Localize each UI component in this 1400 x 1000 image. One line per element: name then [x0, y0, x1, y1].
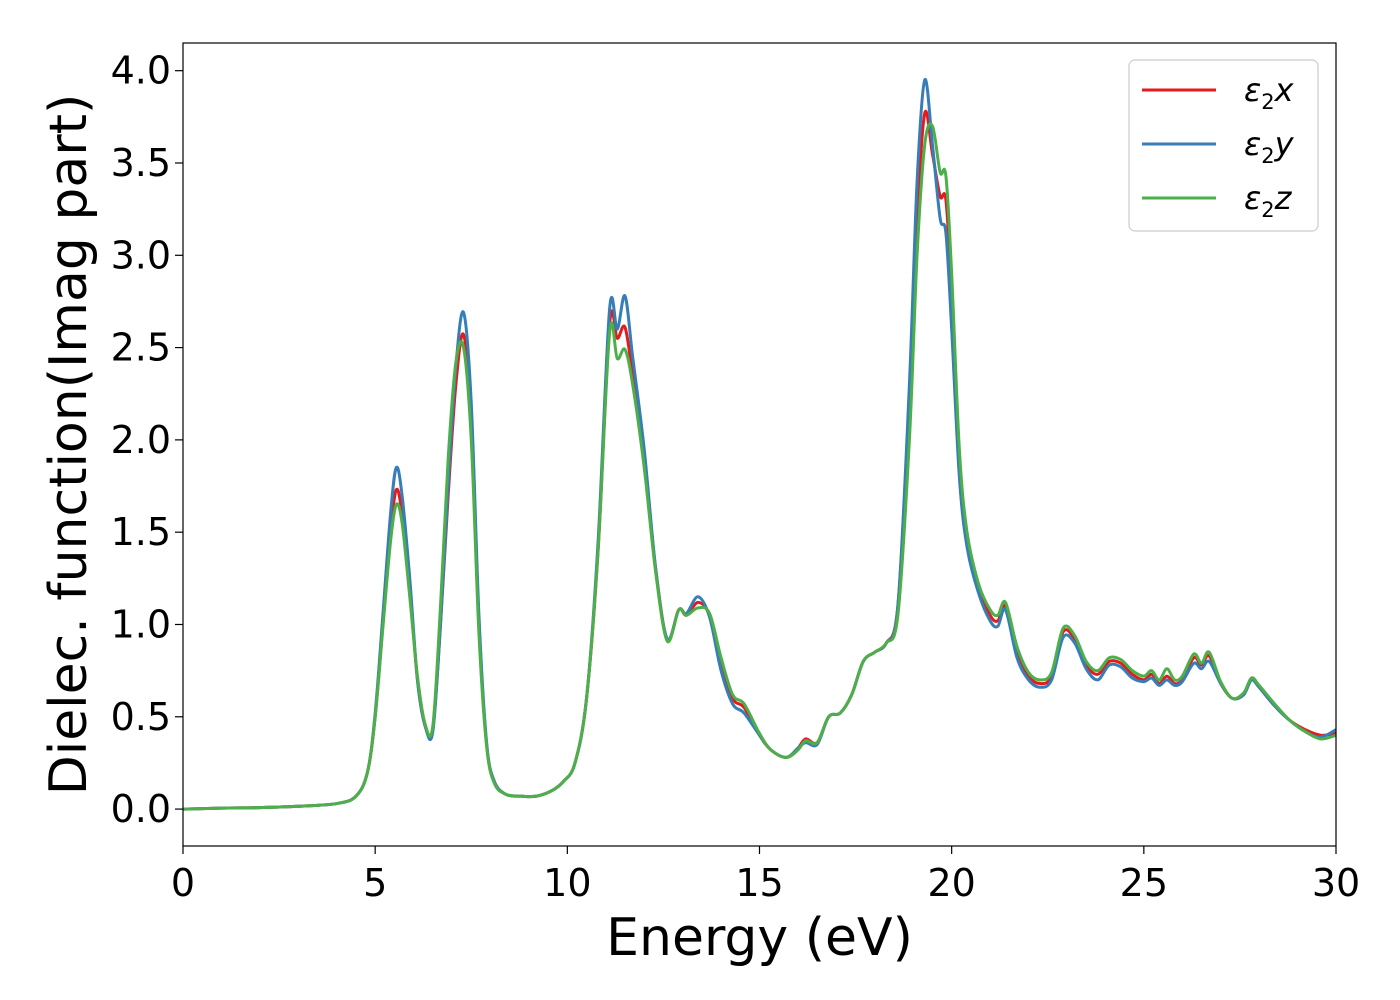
x-tick-label: 30: [1312, 861, 1360, 905]
series-layer: [183, 78, 1336, 811]
y-tick-label: 2.0: [111, 418, 171, 462]
x-tick-label: 10: [543, 861, 591, 905]
y-axis-title: Dielec. function(Imag part): [39, 94, 99, 796]
x-tick-label: 5: [363, 861, 387, 905]
x-tick-label: 25: [1120, 861, 1168, 905]
y-tick-label: 0.5: [111, 695, 171, 739]
series-line-3: [183, 122, 1336, 811]
legend-label-3: ε2z: [1244, 179, 1293, 222]
y-axis: 0.0 0.5 1.0 1.5 2.0 2.5 3.0 3.5 4.0: [111, 49, 183, 831]
legend: ε2x ε2y ε2z: [1128, 59, 1319, 232]
y-tick-label: 1.5: [111, 510, 171, 554]
plot-area: 0 5 10 15 20 25 30 0.0 0.5 1.0 1.5 2.0 2.5 3.0 3.5 4.0: [111, 42, 1360, 905]
legend-label-2: ε2y: [1244, 125, 1295, 168]
y-tick-label: 3.0: [111, 233, 171, 277]
legend-box: [1128, 59, 1319, 232]
x-axis: 0 5 10 15 20 25 30: [171, 846, 1360, 905]
y-tick-label: 2.5: [111, 326, 171, 370]
y-tick-label: 0.0: [111, 787, 171, 831]
y-tick-label: 3.5: [111, 141, 171, 185]
y-tick-label: 4.0: [111, 49, 171, 93]
x-tick-label: 15: [735, 861, 783, 905]
y-tick-label: 1.0: [111, 602, 171, 646]
x-axis-title: Energy (eV): [606, 908, 913, 968]
legend-label-1: ε2x: [1244, 71, 1295, 114]
x-tick-label: 0: [171, 861, 195, 905]
x-tick-label: 20: [927, 861, 975, 905]
